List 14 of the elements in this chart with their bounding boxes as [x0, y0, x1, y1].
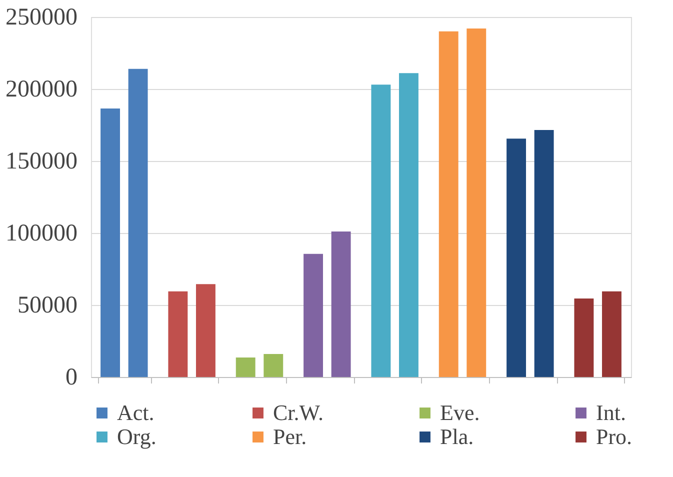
y-tick-label: 250000 [6, 4, 78, 30]
legend-label: Eve. [440, 400, 480, 425]
legend-label: Act. [117, 400, 154, 425]
legend-label: Pla. [440, 424, 474, 449]
legend-label: Org. [117, 424, 156, 449]
y-tick-label: 100000 [6, 220, 78, 246]
y-tick-label: 50000 [18, 292, 78, 318]
y-tick-label: 150000 [6, 148, 78, 174]
y-tick-label: 200000 [6, 76, 78, 102]
legend-label: Pro. [596, 424, 632, 449]
y-tick-label: 0 [66, 364, 78, 390]
legend-label: Per. [273, 424, 307, 449]
legend-label: Cr.W. [273, 400, 324, 425]
legend-label: Int. [596, 400, 626, 425]
